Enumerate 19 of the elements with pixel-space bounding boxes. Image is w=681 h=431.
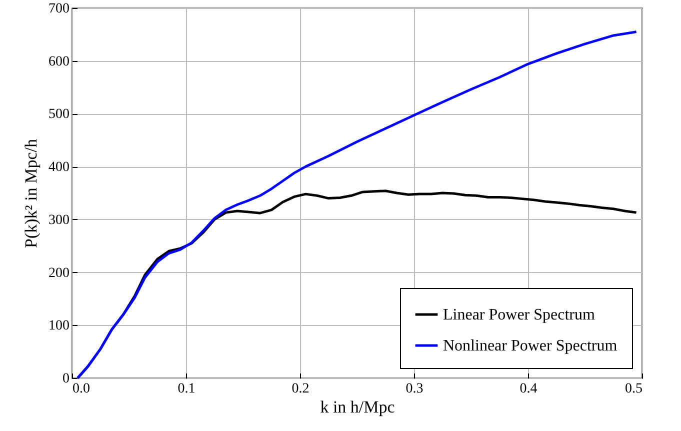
y-tick-label: 200 <box>48 266 70 281</box>
x-tick-label: 0.5 <box>625 382 642 396</box>
line-series <box>76 30 638 380</box>
x-tick-label: 0.4 <box>520 382 538 396</box>
y-tick-label: 700 <box>48 2 70 16</box>
y-tick-label: 600 <box>48 54 70 70</box>
x-tick-label: 0.2 <box>292 382 310 396</box>
y-tick-label: 500 <box>48 107 70 122</box>
x-tick-label: 0.1 <box>178 382 196 396</box>
legend-label: Linear Power Spectrum <box>443 306 596 324</box>
x-axis-title: k in h/Mpc <box>320 398 396 416</box>
y-tick-label: 0 <box>62 372 70 386</box>
x-tick-label: 0.0 <box>72 382 90 396</box>
x-tick-label: 0.3 <box>406 382 424 396</box>
y-tick-label: 100 <box>48 318 70 334</box>
legend-label: Nonlinear Power Spectrum <box>443 338 618 354</box>
y-axis-title: P(k)k² in Mpc/h <box>22 138 40 248</box>
y-tick-label: 300 <box>48 212 70 228</box>
y-tick-label: 400 <box>48 160 70 176</box>
